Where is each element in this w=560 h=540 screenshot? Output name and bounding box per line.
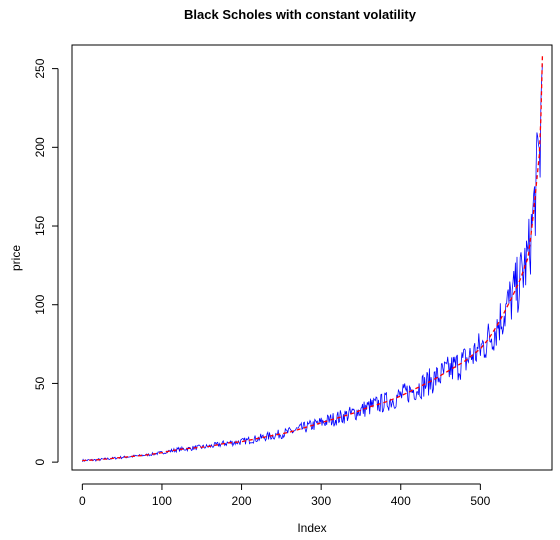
series-line-theoretical	[82, 55, 544, 462]
x-tick-label: 0	[79, 494, 86, 508]
y-axis-label: price	[9, 245, 23, 271]
x-tick-label: 300	[311, 494, 331, 508]
x-axis-label: Index	[297, 521, 326, 535]
y-axis: 0 50 100 150 200 250	[33, 58, 59, 465]
y-tick-label: 0	[33, 458, 47, 465]
y-tick-label: 50	[33, 376, 47, 390]
plot-area	[81, 55, 544, 462]
chart-title: Black Scholes with constant volatility	[184, 7, 417, 22]
y-tick-label: 100	[33, 294, 47, 314]
plot-frame	[71, 44, 553, 471]
x-tick-label: 500	[470, 494, 490, 508]
x-tick-label: 100	[152, 494, 172, 508]
x-tick-label: 400	[391, 494, 411, 508]
series-line-simulated	[81, 64, 543, 462]
y-tick-label: 150	[33, 216, 47, 236]
x-tick-label: 200	[232, 494, 252, 508]
x-axis: 0 100 200 300 400 500	[79, 483, 491, 508]
y-tick-label: 250	[33, 58, 47, 78]
y-tick-label: 200	[33, 137, 47, 157]
